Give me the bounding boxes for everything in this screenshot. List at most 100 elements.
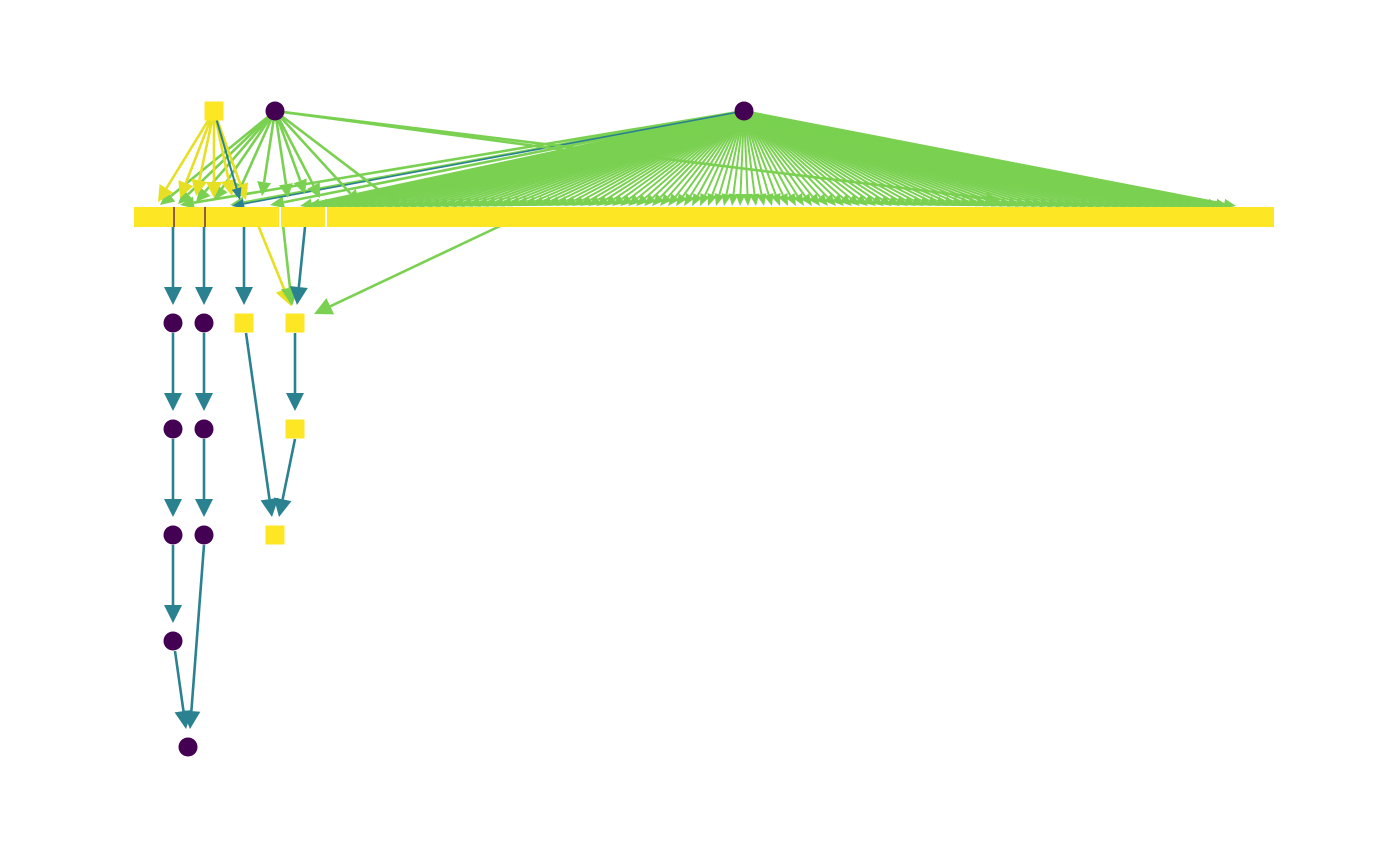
edge-line bbox=[198, 110, 216, 181]
edge-line bbox=[743, 110, 1225, 205]
edge-arrowhead bbox=[232, 198, 245, 209]
edge-arrowhead bbox=[220, 178, 237, 196]
edge-line bbox=[329, 224, 501, 308]
circle-node bbox=[265, 101, 285, 121]
circle-node bbox=[194, 525, 214, 545]
edge-line bbox=[281, 224, 292, 289]
square-node bbox=[265, 525, 285, 545]
square-node-row bbox=[134, 207, 1274, 227]
edge-line bbox=[173, 650, 185, 712]
edge-arrowhead bbox=[800, 193, 812, 206]
edge-arrowhead bbox=[636, 194, 649, 206]
edge-arrowhead bbox=[763, 193, 774, 206]
edge-line bbox=[743, 110, 749, 195]
edge-arrowhead bbox=[808, 193, 820, 206]
circle-node bbox=[163, 313, 183, 333]
square-node bbox=[285, 313, 305, 333]
edge-arrowhead bbox=[596, 195, 609, 206]
edge-arrowhead bbox=[164, 605, 182, 623]
square-node bbox=[204, 101, 224, 121]
edge-arrowhead bbox=[158, 184, 174, 202]
edge-arrowhead bbox=[692, 193, 703, 206]
edge-arrowhead bbox=[178, 189, 193, 204]
edge-arrowhead bbox=[756, 193, 767, 206]
edge-arrowhead bbox=[985, 192, 1000, 205]
edge-arrowhead bbox=[824, 193, 836, 206]
edge-arrowhead bbox=[793, 193, 804, 206]
edge-line bbox=[220, 110, 277, 190]
edge-arrowhead bbox=[628, 194, 641, 206]
edge-arrowhead bbox=[257, 181, 272, 196]
square-node bbox=[285, 419, 305, 439]
edge-arrowhead bbox=[508, 196, 521, 207]
edge-line bbox=[213, 110, 238, 189]
edge-arrowhead bbox=[572, 195, 585, 206]
edge-arrowhead bbox=[742, 193, 753, 206]
edge-line bbox=[243, 110, 745, 205]
edge-arrowhead bbox=[556, 196, 569, 206]
edge-arrowhead bbox=[345, 188, 360, 204]
edge-arrowhead bbox=[191, 178, 208, 196]
edge-line bbox=[732, 110, 745, 195]
edge-arrowhead bbox=[300, 198, 313, 209]
edge-arrowhead bbox=[676, 193, 688, 206]
edge-line bbox=[274, 109, 987, 200]
edge-arrowhead bbox=[564, 195, 577, 206]
edge-arrowhead bbox=[174, 709, 193, 729]
nodes bbox=[134, 101, 1274, 757]
edge-arrowhead bbox=[778, 193, 788, 206]
circle-node bbox=[163, 419, 183, 439]
edge-arrowhead bbox=[652, 193, 664, 206]
edge-arrowhead bbox=[707, 193, 717, 206]
edge-arrowhead bbox=[735, 193, 746, 206]
edge-arrowhead bbox=[164, 287, 182, 305]
edge-arrowhead bbox=[620, 194, 633, 206]
edges bbox=[158, 109, 1236, 729]
edge-arrowhead bbox=[314, 298, 335, 315]
edge-arrowhead bbox=[235, 287, 253, 305]
edge-arrowhead bbox=[721, 193, 732, 206]
circle-node bbox=[163, 525, 183, 545]
edge-line bbox=[739, 110, 745, 195]
edge-arrowhead bbox=[206, 182, 222, 198]
edge-arrowhead bbox=[273, 497, 292, 517]
edge-arrowhead bbox=[164, 499, 182, 517]
edge-line bbox=[689, 110, 745, 197]
edge-arrowhead bbox=[816, 193, 828, 206]
edge-line bbox=[283, 109, 745, 204]
edge-line bbox=[743, 110, 777, 196]
edge-line bbox=[297, 226, 307, 288]
square-node bbox=[234, 313, 254, 333]
edge-arrowhead bbox=[231, 187, 242, 200]
edge-line bbox=[190, 544, 206, 712]
edge-line bbox=[711, 110, 745, 196]
edge-arrowhead bbox=[785, 193, 796, 206]
edge-line bbox=[743, 110, 756, 195]
circle-node bbox=[163, 631, 183, 651]
edge-arrowhead bbox=[164, 393, 182, 411]
edge-arrowhead bbox=[700, 193, 710, 206]
edge-arrowhead bbox=[660, 193, 672, 206]
edge-arrowhead bbox=[548, 196, 561, 206]
edge-arrowhead bbox=[286, 393, 304, 411]
edge-arrowhead bbox=[195, 499, 213, 517]
circle-node bbox=[194, 419, 214, 439]
edge-line bbox=[204, 110, 276, 193]
edge-line bbox=[187, 110, 276, 196]
edge-arrowhead bbox=[580, 195, 593, 206]
edge-line bbox=[682, 110, 745, 197]
edge-arrowhead bbox=[293, 178, 307, 194]
edge-line bbox=[743, 110, 770, 195]
edge-arrowhead bbox=[289, 286, 308, 305]
edge-arrowhead bbox=[588, 195, 601, 206]
edge-line bbox=[696, 110, 745, 196]
edge-line bbox=[743, 110, 792, 196]
edge-arrowhead bbox=[307, 182, 320, 198]
edge-line bbox=[274, 109, 390, 199]
edge-line bbox=[274, 110, 352, 195]
edge-line bbox=[273, 110, 288, 185]
circle-node bbox=[178, 737, 198, 757]
edge-arrowhead bbox=[178, 180, 194, 198]
edge-arrowhead bbox=[749, 193, 760, 206]
